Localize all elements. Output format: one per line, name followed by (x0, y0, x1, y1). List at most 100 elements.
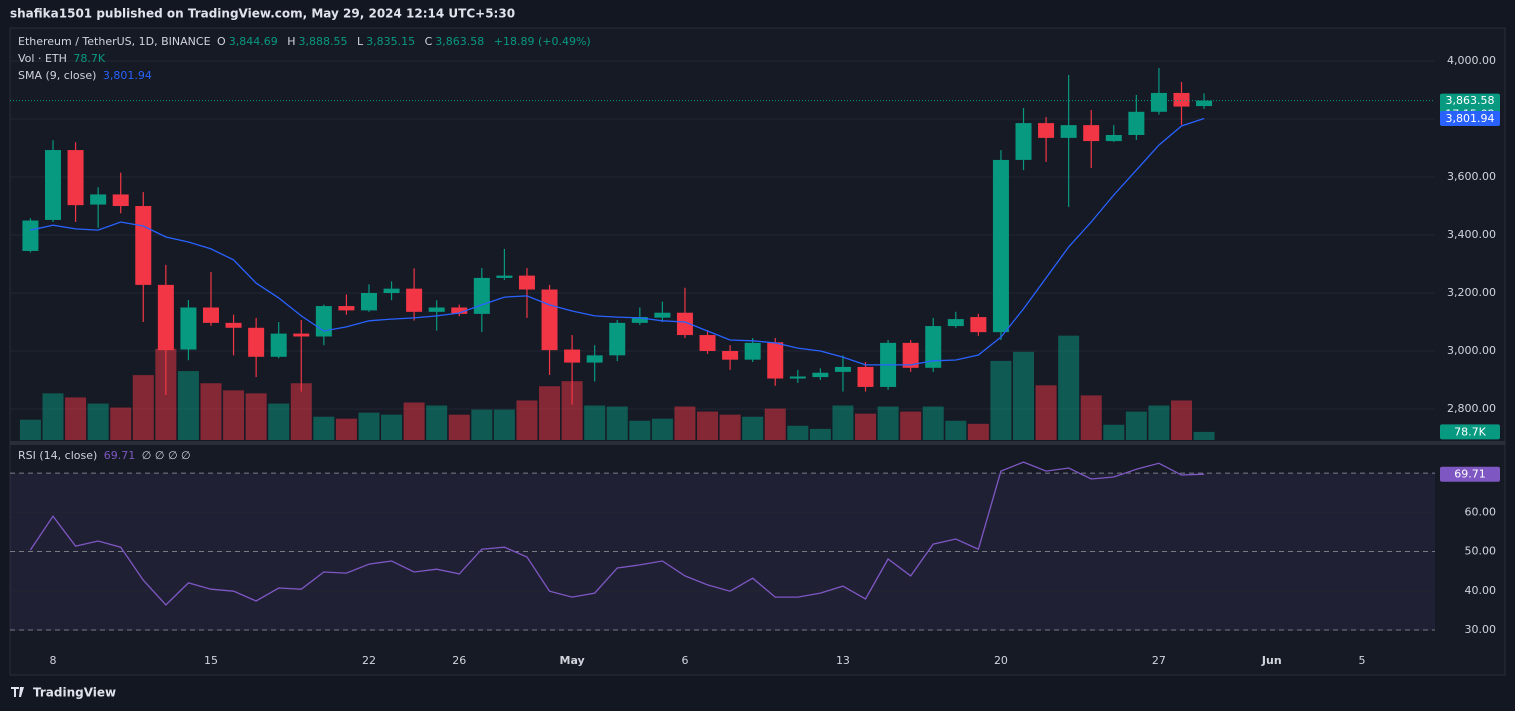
ohlc-key: H (287, 35, 296, 48)
candle-body (857, 366, 874, 387)
volume-bar (42, 393, 64, 440)
candle-body (970, 317, 987, 333)
candle-body (654, 312, 671, 318)
volume-bar (110, 407, 132, 440)
rsi-line (29, 461, 1205, 606)
volume-bar (1080, 395, 1102, 440)
x-tick-label: 6 (681, 654, 688, 667)
candle-body (609, 322, 626, 356)
sma-line (30, 117, 1205, 366)
sma-tag-bg (1440, 110, 1500, 126)
x-tick-label: 27 (1152, 654, 1166, 667)
plot-area (10, 60, 1435, 631)
volume-bar (1193, 431, 1215, 440)
x-tick-label: 15 (204, 654, 218, 667)
candle-body (564, 349, 581, 363)
volume-bar (335, 418, 357, 440)
candle-body (1173, 92, 1190, 107)
x-tick-label: 5 (1359, 654, 1366, 667)
candle-body (722, 350, 739, 360)
candle-body (1105, 134, 1122, 142)
x-tick-label: 20 (994, 654, 1008, 667)
candle-body (1060, 125, 1077, 138)
volume-bar (290, 383, 312, 440)
candle-body (947, 319, 964, 327)
volume-bar (651, 418, 673, 440)
volume-bar (697, 411, 719, 440)
candle-body (473, 277, 490, 314)
candle-body (406, 288, 423, 312)
volume-bar (922, 406, 944, 440)
x-tick-label: 13 (836, 654, 850, 667)
volume-bar (855, 413, 877, 440)
volume-bar (223, 390, 245, 440)
candle-body (338, 306, 355, 311)
volume-bar (1058, 335, 1080, 440)
volume-tag: 78.7K (1454, 425, 1486, 438)
volume-value: 78.7K (73, 52, 106, 65)
volume-bar (1103, 424, 1125, 440)
volume-bar (200, 383, 222, 440)
volume-bar (719, 414, 741, 440)
y-tick-label: 3,000.00 (1447, 344, 1496, 357)
volume-bar (19, 419, 41, 440)
ohlc-key: C (424, 35, 433, 48)
rsi-value: 69.71 (103, 449, 136, 462)
candle-body (360, 293, 377, 311)
candle-body (699, 335, 716, 351)
volume-bar (403, 402, 425, 440)
candle-body (767, 342, 784, 379)
candle-body (135, 206, 152, 285)
candle-body (992, 159, 1009, 333)
rsi-legend: RSI (14, close) 69.71 ∅ ∅ ∅ ∅ (18, 449, 194, 462)
volume-bar (358, 412, 380, 440)
volume-bar (245, 393, 267, 440)
volume-bar (132, 375, 154, 440)
x-tick-label: 8 (50, 654, 57, 667)
volume-bar (516, 400, 538, 440)
candle-body (202, 307, 219, 323)
candle-body (22, 220, 39, 251)
candle-body (744, 342, 761, 360)
volume-bar (448, 414, 470, 440)
candle-body (812, 372, 829, 378)
volume-tag-bg (1440, 424, 1500, 440)
candle-body (541, 289, 558, 351)
candle-body (496, 275, 513, 278)
candle-body (112, 194, 129, 207)
volume-bar (809, 428, 831, 440)
y-tick-label: 3,600.00 (1447, 170, 1496, 183)
volume-bar (381, 414, 403, 440)
rsi-tag: 69.71 (1454, 468, 1486, 481)
change: +18.89 (+0.49%) (493, 35, 591, 48)
sma-legend: SMA (9, close) 3,801.94 (18, 69, 155, 82)
volume-name: Vol · ETH (18, 52, 67, 65)
volume-bar (742, 416, 764, 440)
candle-body (225, 322, 242, 328)
candle-body (248, 327, 265, 357)
x-tick-label: Jun (1261, 654, 1282, 667)
candle-body (315, 306, 332, 337)
volume-bar (177, 371, 199, 440)
sma-name: SMA (9, close) (18, 69, 97, 82)
candle-body (789, 376, 806, 379)
x-tick-label: 26 (452, 654, 466, 667)
candle-body (270, 333, 287, 357)
y-tick-label: 50.00 (1465, 545, 1497, 558)
candle-body (1083, 125, 1100, 142)
candle-body (451, 307, 468, 314)
volume-bar (1148, 405, 1170, 440)
candle-body (834, 366, 851, 372)
volume-bar (832, 405, 854, 440)
candle-body (586, 355, 603, 363)
ohlc-value: 3,888.55 (298, 35, 348, 48)
ohlc-key: L (356, 35, 364, 48)
volume-bar (787, 425, 809, 440)
y-tick-label: 4,000.00 (1447, 54, 1496, 67)
volume-bar (1171, 400, 1192, 440)
candle-body (902, 342, 919, 368)
sma-value: 3,801.94 (102, 69, 152, 82)
candle-body (1128, 111, 1145, 135)
